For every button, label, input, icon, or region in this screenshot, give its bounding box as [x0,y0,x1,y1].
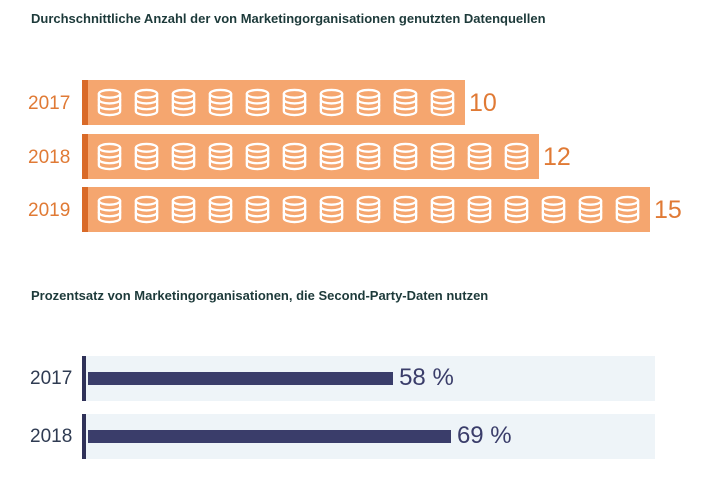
bar-body [88,134,539,179]
year-label: 2019 [28,200,71,221]
database-icon [97,142,122,171]
database-icon [615,195,640,224]
database-icon [245,88,270,117]
database-icon [430,88,455,117]
database-icon [393,88,418,117]
database-icon [319,88,344,117]
database-icon [97,88,122,117]
year-label: 2018 [28,147,71,168]
year-label: 2018 [30,426,73,447]
database-icon [208,142,233,171]
database-icon [171,142,196,171]
database-icon [97,195,122,224]
database-icon [245,142,270,171]
bar-body [88,187,650,232]
database-icon [356,195,381,224]
bar-body [88,80,465,125]
database-icon [245,195,270,224]
data-sources-bar [82,187,650,232]
database-icon [208,195,233,224]
axis-line [82,414,86,459]
database-icon [282,88,307,117]
database-icon [467,195,492,224]
chart-title-data-sources: Durchschnittliche Anzahl der von Marketi… [31,11,546,26]
database-icon [356,142,381,171]
chart-title-second-party: Prozentsatz von Marketingorganisationen,… [31,288,489,303]
database-icon [578,195,603,224]
value-label: 58 % [399,364,454,391]
database-icon [319,142,344,171]
data-sources-bar [82,134,539,179]
percentage-bar [88,430,451,443]
database-icon [504,195,529,224]
year-label: 2017 [28,93,71,114]
database-icon [208,88,233,117]
database-icon [356,88,381,117]
database-icon [467,142,492,171]
percentage-bar [88,372,394,385]
value-label: 10 [469,89,497,117]
database-icon [541,195,566,224]
database-icon [319,195,344,224]
database-icon [504,142,529,171]
database-icon [282,142,307,171]
database-icon [171,195,196,224]
database-icon [430,195,455,224]
database-icon [282,195,307,224]
value-label: 12 [543,143,571,171]
database-icon [134,88,159,117]
bar-accent [82,187,88,232]
database-icon [134,195,159,224]
axis-line [82,356,86,401]
bar-accent [82,80,88,125]
database-icon [430,142,455,171]
bar-accent [82,134,88,179]
value-label: 15 [654,196,682,224]
database-icon [171,88,196,117]
data-sources-bar [82,80,465,125]
value-label: 69 % [456,422,512,449]
database-icon [134,142,159,171]
year-label: 2017 [30,368,73,389]
database-icon [393,195,418,224]
database-icon [393,142,418,171]
